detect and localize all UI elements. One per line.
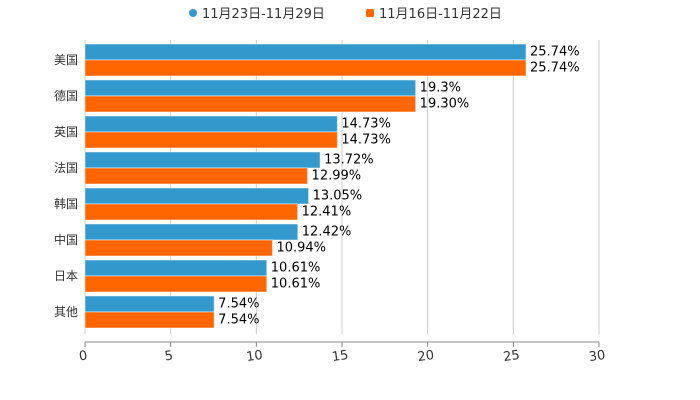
category-label: 英国 <box>54 125 78 139</box>
legend-marker <box>189 9 197 17</box>
data-label: 13.72% <box>324 153 374 168</box>
x-tick-label: 25 <box>502 348 520 365</box>
bar-previous <box>84 311 215 329</box>
data-label: 10.94% <box>276 241 326 256</box>
bar-previous <box>84 239 273 257</box>
bar-current <box>84 223 299 241</box>
category-label: 中国 <box>54 232 78 247</box>
bar-current <box>84 151 321 169</box>
data-label: 12.41% <box>302 205 352 220</box>
category-label: 韩国 <box>54 196 78 211</box>
data-label: 10.61% <box>271 277 321 292</box>
bar-current <box>84 259 268 277</box>
data-label: 13.05% <box>313 189 363 204</box>
bar-current <box>84 295 215 313</box>
x-tick-label: 20 <box>417 348 435 365</box>
data-label: 19.30% <box>420 97 470 112</box>
data-label: 7.54% <box>218 313 259 328</box>
legend-label: 11月23日-11月29日 <box>202 7 325 22</box>
data-label: 12.42% <box>302 225 352 240</box>
category-label: 美国 <box>54 53 78 67</box>
x-tick-label: 10 <box>245 348 263 365</box>
x-tick-label: 5 <box>164 348 174 364</box>
data-label: 10.61% <box>271 261 321 276</box>
legend-marker <box>366 9 374 17</box>
bar-current <box>84 43 527 61</box>
category-label: 法国 <box>54 161 78 175</box>
category-label: 日本 <box>54 269 78 283</box>
category-label: 德国 <box>54 88 78 103</box>
category-label: 其他 <box>54 305 78 319</box>
bar-current <box>84 115 338 133</box>
data-label: 25.74% <box>530 61 580 76</box>
data-label: 25.74% <box>530 45 580 60</box>
data-label: 12.99% <box>312 169 362 184</box>
data-label: 19.3% <box>420 81 461 96</box>
bar-previous <box>84 275 268 293</box>
bar-current <box>84 79 417 97</box>
bar-current <box>84 187 310 205</box>
bar-previous <box>84 59 527 77</box>
x-tick-label: 0 <box>78 348 88 364</box>
data-label: 14.73% <box>341 133 391 148</box>
bar-previous <box>84 203 299 221</box>
x-tick-label: 15 <box>331 348 349 365</box>
data-label: 14.73% <box>341 117 391 132</box>
legend-label: 11月16日-11月22日 <box>379 7 502 22</box>
bar-previous <box>84 95 417 113</box>
x-tick-label: 30 <box>588 348 606 365</box>
bar-previous <box>84 167 309 185</box>
data-label: 7.54% <box>218 297 259 312</box>
bar-previous <box>84 131 338 149</box>
